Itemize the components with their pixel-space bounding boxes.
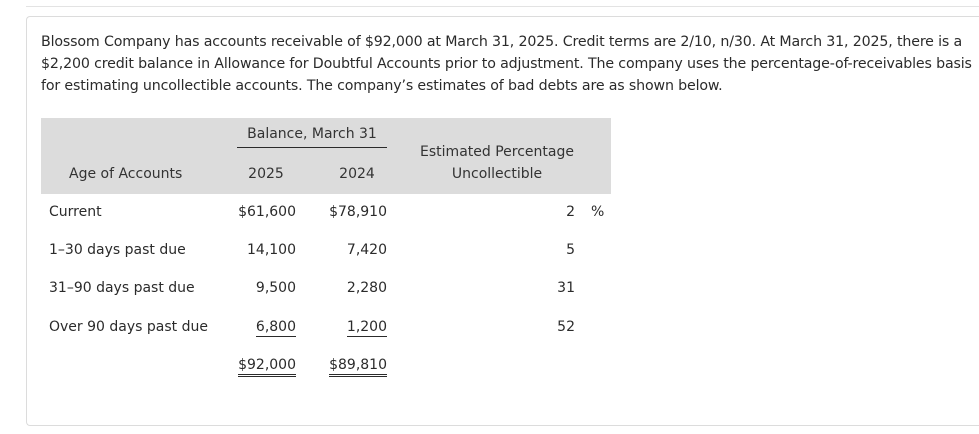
group-header-balance: Balance, March 31 (247, 126, 377, 142)
total-2025: $92,000 (238, 357, 296, 377)
row-age-current: Current (49, 204, 102, 220)
row-age-31-90: 31–90 days past due (49, 280, 195, 296)
problem-statement: Blossom Company has accounts receivable … (41, 34, 972, 94)
row-over-90-2024: 1,200 (346, 319, 387, 337)
col-header-pct-line1: Estimated Percentage (420, 144, 574, 160)
row-over-90-2025-wrap: 6,800 (207, 319, 296, 337)
row-age-1-30: 1–30 days past due (49, 242, 186, 258)
row-age-over-90: Over 90 days past due (49, 319, 208, 335)
total-2025-wrap: $92,000 (207, 357, 296, 377)
total-2024: $89,810 (329, 357, 387, 377)
problem-card: Blossom Company has accounts receivable … (26, 16, 979, 426)
col-header-pct-line2: Uncollectible (451, 166, 543, 182)
group-header-rule (237, 147, 387, 148)
row-over-90-2024-wrap: 1,200 (307, 319, 387, 337)
row-1-30-2025: 14,100 (247, 242, 296, 258)
row-over-90-pct: 52 (557, 319, 575, 335)
col-header-age: Age of Accounts (69, 166, 183, 182)
row-current-2025: $61,600 (238, 204, 296, 220)
table-header-background (41, 118, 611, 194)
row-31-90-2024: 2,280 (346, 280, 387, 296)
row-current-pct: 2 (566, 204, 575, 220)
row-over-90-2025: 6,800 (255, 319, 296, 337)
col-header-2024: 2024 (339, 166, 375, 182)
row-1-30-pct: 5 (566, 242, 575, 258)
top-divider (26, 6, 979, 7)
row-31-90-pct: 31 (557, 280, 575, 296)
row-current-2024: $78,910 (329, 204, 387, 220)
percent-sign: % (591, 204, 605, 220)
col-header-2025: 2025 (248, 166, 284, 182)
row-31-90-2025: 9,500 (255, 280, 296, 296)
total-2024-wrap: $89,810 (307, 357, 387, 377)
row-1-30-2024: 7,420 (346, 242, 387, 258)
